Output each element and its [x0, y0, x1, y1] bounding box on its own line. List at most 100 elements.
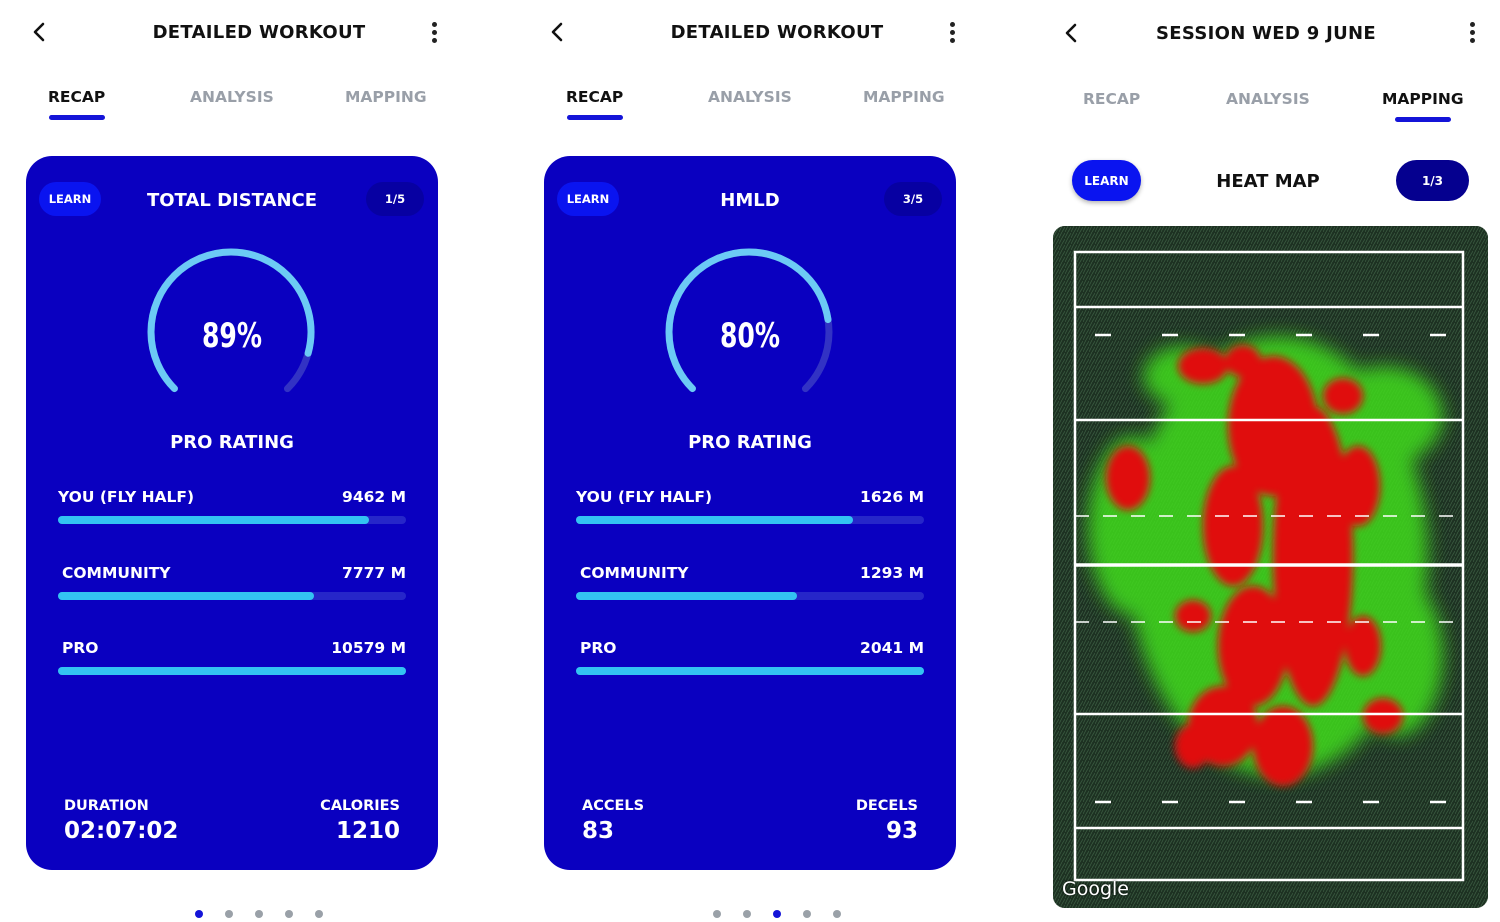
- pro-rating-gauge: [665, 248, 833, 416]
- header: SESSION WED 9 JUNE: [1036, 14, 1500, 54]
- stat-bar: [576, 592, 924, 600]
- more-options-icon[interactable]: [429, 20, 439, 46]
- stat-bar-fill: [576, 667, 924, 675]
- card-counter: 1/5: [366, 182, 424, 216]
- tab-analysis[interactable]: ANALYSIS: [708, 88, 792, 106]
- metric-card[interactable]: LEARN HMLD 3/5 80% PRO RATING YOU (FLY H…: [544, 156, 956, 870]
- tab-mapping[interactable]: MAPPING: [345, 88, 427, 106]
- stat-bar: [576, 516, 924, 524]
- stat-row-pro: PRO 2041 M: [576, 639, 924, 679]
- stat-row-community: COMMUNITY 7777 M: [58, 564, 406, 604]
- stat-bar: [58, 667, 406, 675]
- heat-map[interactable]: Google: [1053, 226, 1488, 908]
- stat-label: YOU (FLY HALF): [58, 488, 195, 506]
- page-dot[interactable]: [225, 910, 233, 918]
- tab-mapping[interactable]: MAPPING: [1382, 90, 1464, 122]
- metric-title: HMLD: [720, 190, 780, 211]
- page-dot[interactable]: [803, 910, 811, 918]
- tab-bar: RECAP ANALYSIS MAPPING: [0, 88, 518, 128]
- header: DETAILED WORKOUT: [0, 14, 518, 54]
- gauge-label: PRO RATING: [170, 432, 294, 453]
- back-arrow-icon[interactable]: [1060, 21, 1084, 45]
- stat-row-you: YOU (FLY HALF) 1626 M: [576, 488, 924, 528]
- page-title: DETAILED WORKOUT: [670, 22, 884, 43]
- page-dot[interactable]: [713, 910, 721, 918]
- pitch-lines: [1073, 250, 1465, 882]
- tab-bar: RECAP ANALYSIS MAPPING: [518, 88, 1036, 128]
- learn-button[interactable]: LEARN: [557, 182, 619, 216]
- footer-label: ACCELS: [582, 798, 645, 814]
- footer-value: 02:07:02: [64, 818, 179, 844]
- header: DETAILED WORKOUT: [518, 14, 1036, 54]
- stat-row-you: YOU (FLY HALF) 9462 M: [58, 488, 406, 528]
- tab-bar: RECAP ANALYSIS MAPPING: [1036, 90, 1500, 130]
- stat-label: PRO: [580, 639, 617, 657]
- back-arrow-icon[interactable]: [546, 20, 570, 44]
- tab-mapping[interactable]: MAPPING: [863, 88, 945, 106]
- map-attribution: Google: [1062, 878, 1130, 900]
- stat-bar-fill: [58, 667, 406, 675]
- page-dot[interactable]: [315, 910, 323, 918]
- page-dot[interactable]: [255, 910, 263, 918]
- footer-stat-right: CALORIES 1210: [320, 798, 400, 844]
- stat-value: 7777 M: [342, 564, 406, 582]
- page-dot[interactable]: [285, 910, 293, 918]
- stat-value: 1626 M: [860, 488, 924, 506]
- tab-recap[interactable]: RECAP: [566, 88, 624, 120]
- page-indicator: [518, 903, 1036, 922]
- gauge-value: 80%: [719, 316, 781, 356]
- heat-map-field: [1053, 226, 1488, 908]
- page-dot[interactable]: [833, 910, 841, 918]
- footer-stat-left: ACCELS 83: [582, 798, 644, 844]
- map-title: HEAT MAP: [1216, 171, 1320, 192]
- gauge-label: PRO RATING: [688, 432, 812, 453]
- screen-total-distance: DETAILED WORKOUT RECAP ANALYSIS MAPPING …: [0, 0, 518, 920]
- more-options-icon[interactable]: [1467, 20, 1477, 46]
- stat-bar: [576, 667, 924, 675]
- page-dot[interactable]: [773, 910, 781, 918]
- page-title: DETAILED WORKOUT: [152, 22, 366, 43]
- stat-label: PRO: [62, 639, 99, 657]
- stat-label: COMMUNITY: [62, 564, 171, 582]
- stat-row-pro: PRO 10579 M: [58, 639, 406, 679]
- page-title: SESSION WED 9 JUNE: [1156, 23, 1376, 44]
- stat-bar: [58, 516, 406, 524]
- stat-row-community: COMMUNITY 1293 M: [576, 564, 924, 604]
- screen-heat-map: SESSION WED 9 JUNE RECAP ANALYSIS MAPPIN…: [1036, 0, 1500, 920]
- stat-bar-fill: [576, 516, 854, 524]
- page-indicator: [0, 903, 518, 922]
- footer-value: 83: [582, 818, 615, 844]
- screen-hmld: DETAILED WORKOUT RECAP ANALYSIS MAPPING …: [518, 0, 1036, 920]
- tab-recap[interactable]: RECAP: [1083, 90, 1141, 108]
- stat-value: 9462 M: [342, 488, 406, 506]
- metric-card[interactable]: LEARN TOTAL DISTANCE 1/5 89% PRO RATING …: [26, 156, 438, 870]
- gauge-fill: [147, 248, 315, 416]
- stat-label: YOU (FLY HALF): [576, 488, 713, 506]
- footer-label: CALORIES: [320, 798, 400, 814]
- stat-bar-fill: [58, 516, 370, 524]
- stat-value: 2041 M: [860, 639, 924, 657]
- stat-bar: [58, 592, 406, 600]
- learn-button[interactable]: LEARN: [39, 182, 101, 216]
- metric-title: TOTAL DISTANCE: [146, 190, 318, 211]
- pro-rating-gauge: [147, 248, 315, 416]
- footer-label: DECELS: [855, 798, 918, 814]
- footer-stat-left: DURATION 02:07:02: [64, 798, 178, 844]
- stat-value: 10579 M: [331, 639, 406, 657]
- tab-analysis[interactable]: ANALYSIS: [190, 88, 274, 106]
- tab-analysis[interactable]: ANALYSIS: [1226, 90, 1310, 108]
- page-dot[interactable]: [743, 910, 751, 918]
- page-dot[interactable]: [195, 910, 203, 918]
- more-options-icon[interactable]: [947, 20, 957, 46]
- stat-bar-fill: [58, 592, 314, 600]
- gauge-fill: [665, 248, 833, 416]
- map-counter[interactable]: 1/3: [1396, 160, 1469, 201]
- footer-stat-right: DECELS 93: [856, 798, 918, 844]
- back-arrow-icon[interactable]: [28, 20, 52, 44]
- stat-label: COMMUNITY: [580, 564, 689, 582]
- footer-label: DURATION: [64, 798, 149, 814]
- card-counter: 3/5: [884, 182, 942, 216]
- tab-recap[interactable]: RECAP: [48, 88, 106, 120]
- learn-button[interactable]: LEARN: [1072, 160, 1141, 201]
- stat-bar-fill: [576, 592, 797, 600]
